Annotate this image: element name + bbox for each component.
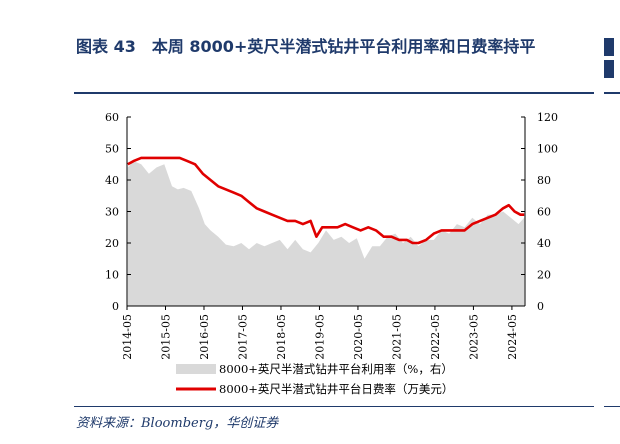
left-tick-label: 60 xyxy=(105,111,119,124)
x-tick-label: 2017-05 xyxy=(236,314,249,360)
series-line-dayrate xyxy=(127,156,525,245)
chart-title: 图表 43 本周 8000+英尺半潜式钻井平台利用率和日费率持平 xyxy=(76,37,536,56)
left-tick-label: 0 xyxy=(112,300,119,313)
left-tick-label: 10 xyxy=(105,269,119,282)
right-tick-label: 40 xyxy=(537,237,551,250)
right-axis: 0 20 40 60 80 100 120 xyxy=(521,111,558,313)
right-tick-label: 0 xyxy=(537,300,544,313)
right-tick-label: 120 xyxy=(537,111,558,124)
right-tick-label: 100 xyxy=(537,143,558,156)
x-tick-label: 2018-05 xyxy=(275,314,288,360)
x-tick-label: 2021-05 xyxy=(390,314,403,360)
x-tick-label: 2023-05 xyxy=(467,314,480,360)
right-tick-label: 60 xyxy=(537,206,551,219)
plot-area xyxy=(127,156,525,306)
x-tick-label: 2014-05 xyxy=(121,314,134,360)
x-tick-label: 2020-05 xyxy=(352,314,365,360)
x-tick-label: 2016-05 xyxy=(198,314,211,360)
x-tick-label: 2015-05 xyxy=(159,314,172,360)
x-axis: 2014-05 2015-05 2016-05 2017-05 2018-05 2019-… xyxy=(121,305,525,360)
legend-swatch-utilization xyxy=(176,364,216,374)
legend-label: 8000+英尺半潜式钻井平台利用率（%，右） xyxy=(219,362,453,376)
x-tick-label: 2024-05 xyxy=(506,314,519,360)
right-tick-label: 80 xyxy=(537,174,551,187)
title-rule xyxy=(74,92,594,94)
left-tick-label: 50 xyxy=(105,143,119,156)
source-note: 资料来源：Bloomberg，华创证券 xyxy=(76,416,279,431)
left-tick-label: 40 xyxy=(105,174,119,187)
left-axis: 0 10 20 30 40 50 60 xyxy=(105,111,131,313)
legend-label: 8000+英尺半潜式钻井平台日费率（万美元） xyxy=(219,382,453,396)
left-tick-label: 30 xyxy=(105,206,119,219)
x-tick-label: 2022-05 xyxy=(429,314,442,360)
x-tick-label: 2019-05 xyxy=(313,314,326,360)
right-tick-label: 20 xyxy=(537,269,551,282)
left-tick-label: 20 xyxy=(105,237,119,250)
adjacent-panel-fragment xyxy=(604,34,620,94)
adjacent-panel-rule-top xyxy=(604,92,620,94)
legend: 8000+英尺半潜式钻井平台利用率（%，右） 8000+英尺半潜式钻井平台日费率（… xyxy=(176,362,453,396)
adjacent-panel-rule-bottom xyxy=(604,406,620,407)
footer-rule xyxy=(74,406,594,407)
series-area-utilization xyxy=(127,161,525,306)
